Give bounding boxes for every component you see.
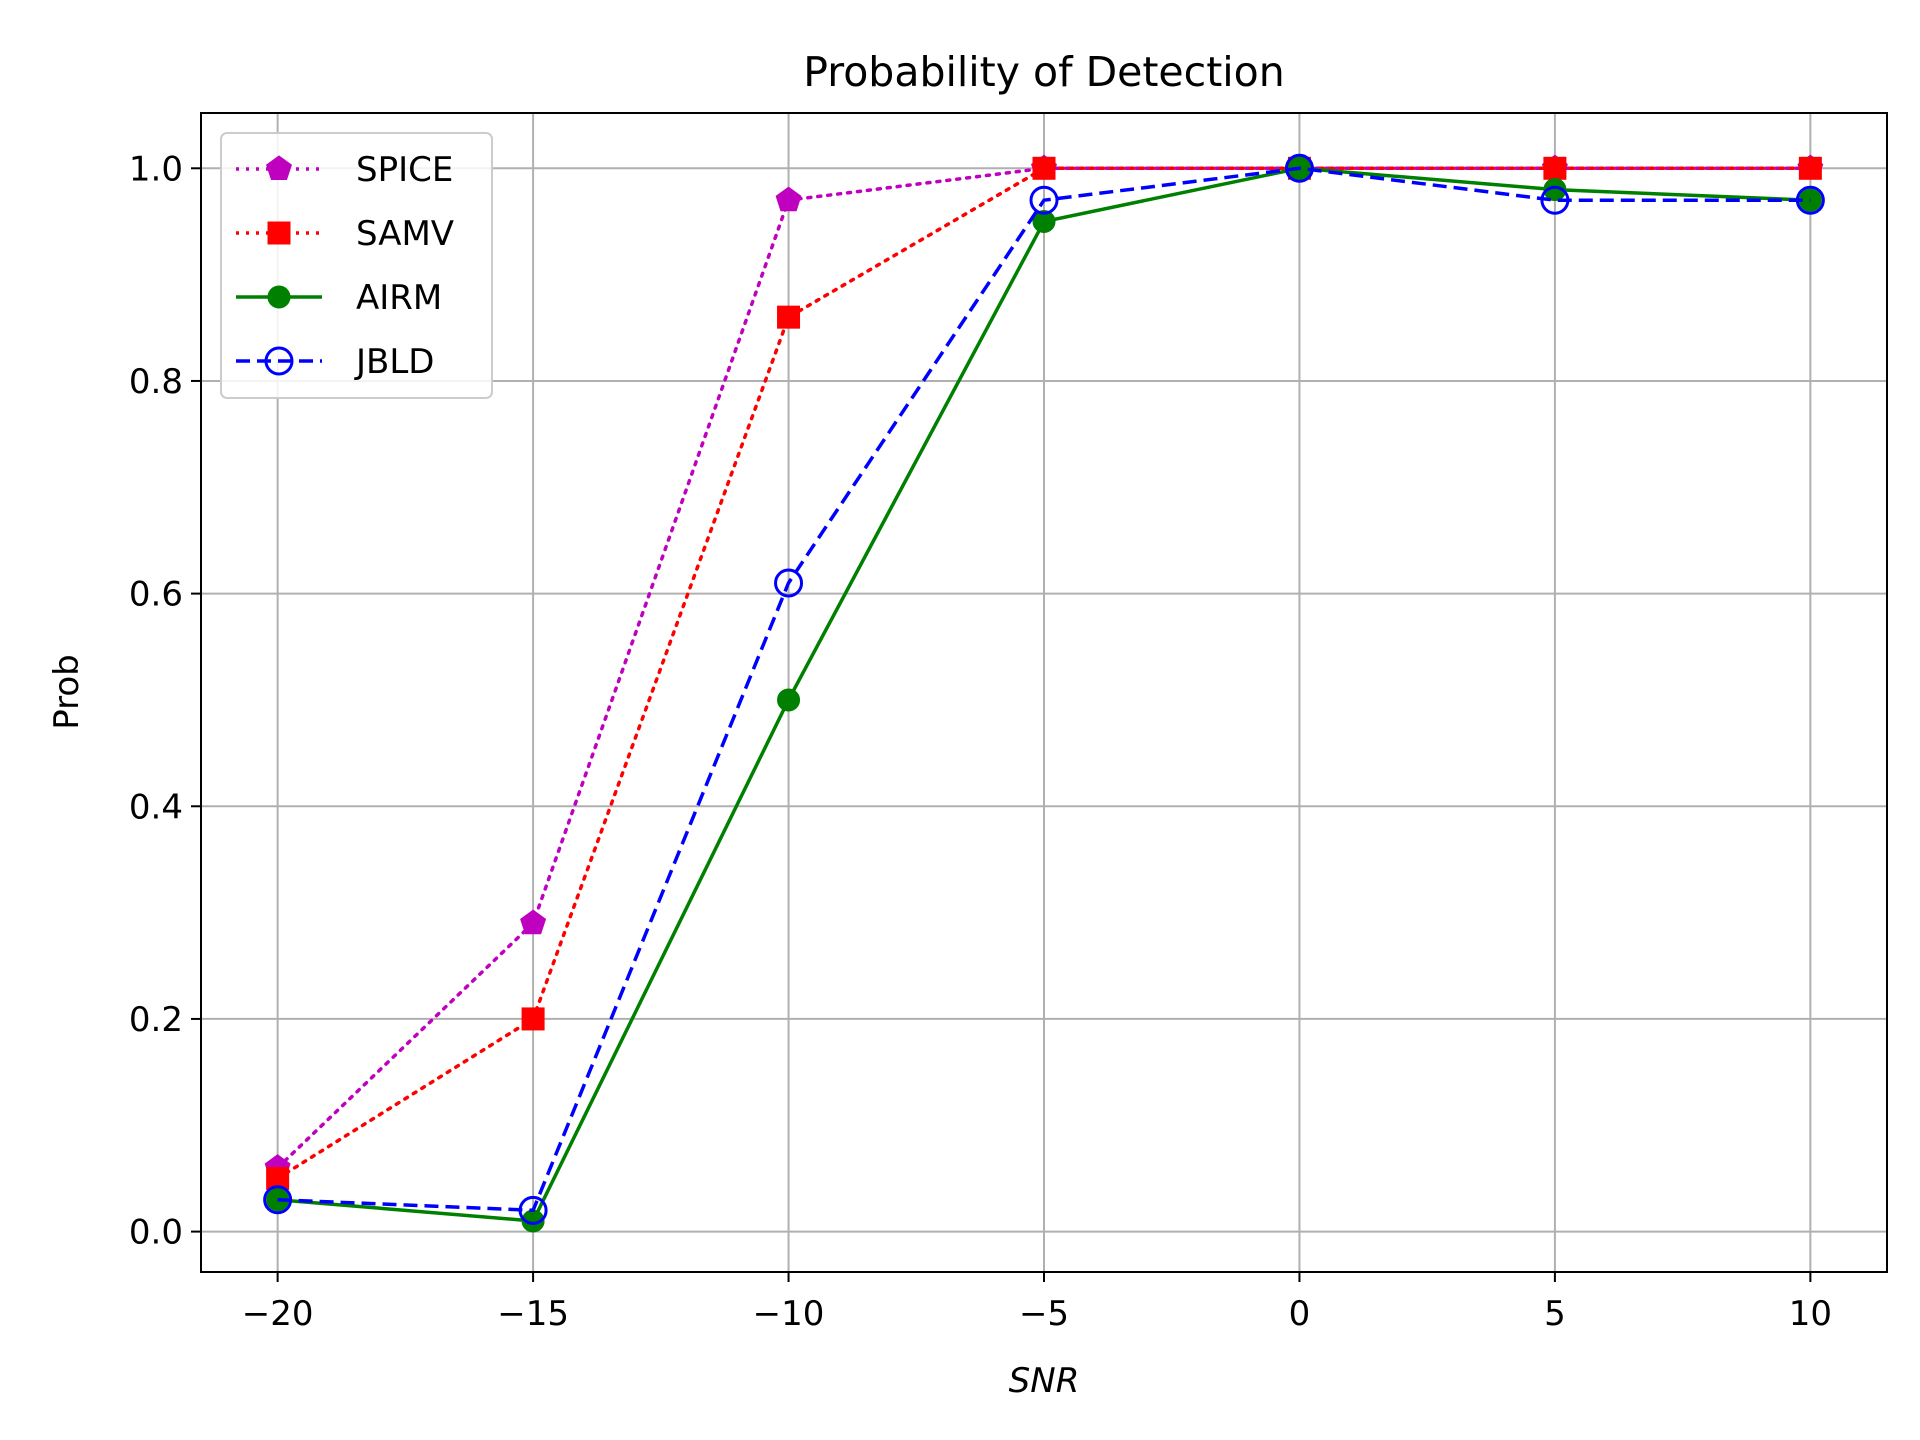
x-tick-label: −10 bbox=[753, 1294, 825, 1334]
data-point-jbld bbox=[1029, 185, 1059, 215]
x-axis-label: SNR bbox=[1009, 1361, 1080, 1401]
x-tick-label: −20 bbox=[242, 1294, 314, 1334]
data-point-airm bbox=[1032, 209, 1056, 233]
data-point-airm bbox=[1543, 178, 1567, 202]
data-point-samv bbox=[521, 1007, 545, 1031]
data-point-samv bbox=[1032, 156, 1056, 180]
data-point-jbld bbox=[1540, 185, 1570, 215]
series-jbld bbox=[263, 153, 1825, 1225]
x-tick-label: 10 bbox=[1789, 1294, 1832, 1334]
x-tick-label: 5 bbox=[1544, 1294, 1566, 1334]
y-tick-label: 0.2 bbox=[129, 1000, 183, 1040]
legend-marker-samv bbox=[267, 221, 291, 245]
data-point-samv bbox=[777, 305, 801, 329]
data-point-jbld bbox=[774, 568, 804, 598]
x-tick-label: 0 bbox=[1289, 1294, 1311, 1334]
ticks: −20 −15 −10 −5 0 5 10 0.0 0.2 0.4 0.6 0.8 1.0 bbox=[129, 149, 1832, 1334]
data-point-spice bbox=[520, 909, 547, 935]
y-axis-label: Prob bbox=[47, 654, 87, 730]
legend: SPICE SAMV AIRM JBLD bbox=[220, 132, 493, 399]
series-airm bbox=[266, 156, 1822, 1233]
legend-marker-spice bbox=[266, 155, 292, 180]
data-point-jbld bbox=[263, 1185, 293, 1215]
series-layer bbox=[263, 153, 1825, 1233]
legend-box bbox=[220, 132, 493, 399]
data-point-jbld bbox=[1284, 153, 1314, 183]
chart-title: Probability of Detection bbox=[803, 48, 1285, 96]
data-point-jbld bbox=[1795, 185, 1825, 215]
data-point-jbld bbox=[518, 1195, 548, 1225]
legend-label-spice: SPICE bbox=[356, 150, 453, 190]
series-line-jbld bbox=[277, 166, 1811, 1213]
data-point-spice bbox=[775, 186, 802, 212]
y-tick-label: 0.4 bbox=[129, 787, 183, 827]
data-point-samv bbox=[1798, 156, 1822, 180]
x-tick-label: −15 bbox=[497, 1294, 569, 1334]
legend-label-airm: AIRM bbox=[356, 278, 442, 318]
y-tick-label: 0.8 bbox=[129, 362, 183, 402]
x-tick-label: −5 bbox=[1019, 1294, 1069, 1334]
y-tick-label: 0.0 bbox=[129, 1213, 183, 1253]
y-tick-label: 0.6 bbox=[129, 575, 183, 615]
y-tick-label: 1.0 bbox=[129, 149, 183, 189]
legend-marker-jbld bbox=[264, 346, 294, 376]
legend-label-jbld: JBLD bbox=[354, 342, 434, 382]
data-point-samv bbox=[1543, 156, 1567, 180]
legend-marker-airm bbox=[267, 285, 291, 309]
legend-label-samv: SAMV bbox=[356, 214, 454, 254]
data-point-airm bbox=[777, 688, 801, 712]
